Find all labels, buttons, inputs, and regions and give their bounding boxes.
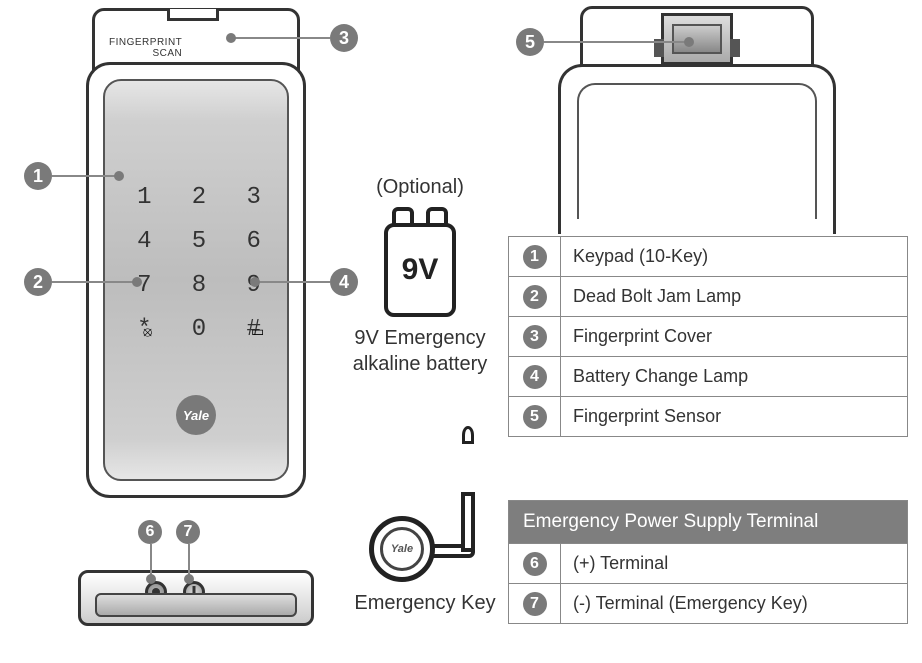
legend2-row: 6 (+) Terminal	[509, 544, 908, 584]
fp-label-1: FINGERPRINT	[109, 37, 182, 48]
callout-2: 2	[24, 268, 52, 296]
device-body: 1 2 3 4 5 6 7 8 9 * 0 # ⦻ ▭ Yale	[86, 62, 306, 498]
ekey-brand: Yale	[380, 527, 424, 571]
legend-num-4: 4	[523, 365, 547, 389]
legend-text-1: Keypad (10-Key)	[561, 237, 908, 277]
key-3: 3	[246, 184, 260, 211]
leader-2	[52, 281, 134, 283]
legend-row: 5 Fingerprint Sensor	[509, 397, 908, 437]
leader-7	[188, 544, 190, 576]
leader-dot-5	[684, 37, 694, 47]
emergency-key-icon: Yale	[365, 438, 485, 588]
legend-row: 1 Keypad (10-Key)	[509, 237, 908, 277]
bubble-6: 6	[138, 520, 162, 544]
legend-row: 4 Battery Change Lamp	[509, 357, 908, 397]
back-face	[577, 83, 817, 219]
bubble-7: 7	[176, 520, 200, 544]
bubble-2: 2	[24, 268, 52, 296]
callout-6: 6	[138, 520, 162, 544]
battery-icon: 9V	[384, 207, 456, 317]
battery-9v-label: 9V	[402, 253, 439, 287]
leader-dot-4	[250, 277, 260, 287]
callout-1: 1	[24, 162, 52, 190]
jam-lamp-icon: ⦻	[143, 323, 152, 340]
key-1: 1	[137, 184, 151, 211]
legend2-text-7: (-) Terminal (Emergency Key)	[561, 584, 908, 624]
legend-num-5: 5	[523, 405, 547, 429]
legend-text-4: Battery Change Lamp	[561, 357, 908, 397]
leader-dot-6	[146, 574, 156, 584]
legend-text-5: Fingerprint Sensor	[561, 397, 908, 437]
key-4: 4	[137, 228, 151, 255]
device-back	[558, 6, 836, 216]
key-5: 5	[192, 228, 206, 255]
legend-row: 2 Dead Bolt Jam Lamp	[509, 277, 908, 317]
device-bottom	[78, 542, 314, 626]
legend-row: 3 Fingerprint Cover	[509, 317, 908, 357]
optional-label: (Optional)	[344, 176, 496, 199]
leader-6	[150, 544, 152, 576]
legend-text-3: Fingerprint Cover	[561, 317, 908, 357]
page: { "front": { "fp_label_line1": "FINGERPR…	[0, 0, 922, 663]
leader-3	[232, 37, 330, 39]
battery-caption-1: 9V Emergency	[354, 327, 485, 349]
device-base	[78, 570, 314, 626]
legend-num-1: 1	[523, 245, 547, 269]
key-6: 6	[246, 228, 260, 255]
callout-7: 7	[176, 520, 200, 544]
legend-num-3: 3	[523, 325, 547, 349]
leader-dot-3	[226, 33, 236, 43]
legend2-header: Emergency Power Supply Terminal	[509, 501, 908, 544]
key-0: 0	[192, 316, 206, 343]
legend2-num-6: 6	[523, 552, 547, 576]
key-2: 2	[192, 184, 206, 211]
legend-table: 1 Keypad (10-Key) 2 Dead Bolt Jam Lamp 3 Fi…	[508, 236, 908, 437]
battery-group: (Optional) 9V 9V Emergency alkaline batt…	[344, 176, 496, 377]
battery-lamp-icon: ▭	[251, 323, 264, 340]
key-8: 8	[192, 272, 206, 299]
base-inset	[95, 593, 297, 617]
leader-5	[544, 41, 686, 43]
legend-num-2: 2	[523, 285, 547, 309]
leader-4	[258, 281, 330, 283]
emergency-key-caption: Emergency Key	[340, 592, 510, 615]
fingerprint-notch	[167, 9, 219, 21]
bubble-1: 1	[24, 162, 52, 190]
bubble-5: 5	[516, 28, 544, 56]
callout-3: 3	[330, 24, 358, 52]
device-front: FINGERPRINT SCAN 1 2 3 4 5 6 7 8 9 * 0 #…	[86, 8, 306, 498]
battery-caption: 9V Emergency alkaline battery	[344, 325, 496, 377]
leader-dot-2	[132, 277, 142, 287]
legend-text-2: Dead Bolt Jam Lamp	[561, 277, 908, 317]
ekey-ring: Yale	[369, 516, 435, 582]
leader-dot-7	[184, 574, 194, 584]
ekey-tip	[462, 426, 474, 444]
bubble-3: 3	[330, 24, 358, 52]
legend2-row: 7 (-) Terminal (Emergency Key)	[509, 584, 908, 624]
legend2-table: Emergency Power Supply Terminal 6 (+) Ter…	[508, 500, 908, 624]
battery-body: 9V	[384, 223, 456, 317]
fingerprint-sensor	[661, 13, 733, 65]
battery-caption-2: alkaline battery	[353, 353, 488, 375]
callout-5: 5	[516, 28, 544, 56]
fp-label-2: SCAN	[152, 48, 182, 59]
leader-1	[52, 175, 116, 177]
fingerprint-scan-label: FINGERPRINT SCAN	[109, 37, 182, 59]
brand-badge: Yale	[176, 395, 216, 435]
ekey-bit	[461, 492, 475, 552]
emergency-key-group: Yale Emergency Key	[340, 438, 510, 615]
leader-dot-1	[114, 171, 124, 181]
legend2-text-6: (+) Terminal	[561, 544, 908, 584]
legend2-num-7: 7	[523, 592, 547, 616]
back-body	[558, 64, 836, 234]
